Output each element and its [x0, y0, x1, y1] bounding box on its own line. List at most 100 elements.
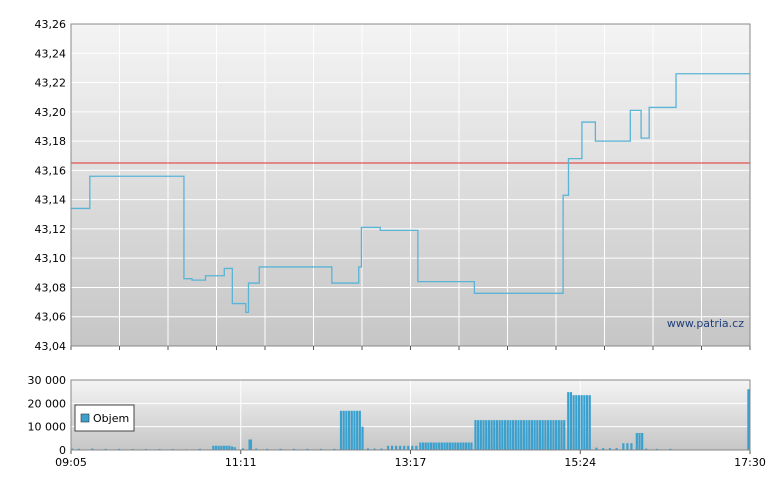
price-y-tick-label: 43,22 — [35, 77, 67, 90]
volume-bar — [528, 420, 531, 450]
volume-bar — [557, 420, 560, 450]
volume-bar — [198, 448, 201, 450]
volume-bar — [669, 448, 672, 450]
volume-bar — [536, 420, 539, 450]
volume-bar — [427, 442, 430, 450]
volume-bar — [104, 448, 107, 450]
volume-y-tick-label: 20 000 — [28, 397, 67, 410]
volume-bar — [353, 410, 356, 450]
volume-bar — [380, 448, 383, 450]
volume-bar — [487, 420, 491, 450]
volume-bar — [509, 420, 512, 450]
volume-bar — [635, 432, 638, 450]
volume-bar — [588, 395, 591, 450]
volume-bar — [490, 420, 493, 450]
volume-bar — [467, 442, 470, 450]
volume-bar — [222, 445, 226, 450]
legend-label: Objem — [93, 412, 129, 425]
volume-bar — [498, 420, 501, 450]
price-x-ticks — [70, 346, 751, 350]
volume-bar — [233, 447, 236, 450]
volume-bar — [214, 445, 218, 450]
volume-bar — [71, 448, 74, 450]
volume-bar — [655, 448, 659, 450]
volume-bar — [585, 395, 589, 450]
x-tick-label: 13:17 — [395, 456, 427, 469]
volume-bar — [577, 395, 581, 450]
volume-bar — [356, 410, 359, 450]
volume-bar — [77, 448, 80, 450]
volume-bar — [454, 442, 457, 450]
price-y-tick-label: 43,20 — [35, 106, 67, 119]
volume-bar — [572, 395, 575, 450]
volume-bar — [645, 448, 648, 450]
volume-bar — [386, 445, 390, 450]
volume-bar — [391, 445, 394, 450]
volume-bar — [533, 420, 536, 450]
price-y-tick-label: 43,08 — [35, 281, 67, 294]
volume-bar — [595, 447, 598, 450]
volume-bar — [443, 442, 446, 450]
volume-bar — [641, 432, 644, 450]
volume-bar — [212, 445, 215, 450]
volume-bar — [580, 395, 583, 450]
volume-bar — [333, 448, 336, 450]
volume-bar — [435, 442, 438, 450]
price-y-tick-label: 43,12 — [35, 223, 67, 236]
volume-bar — [279, 448, 282, 450]
volume-bar — [501, 420, 504, 450]
volume-bar — [622, 443, 625, 450]
volume-bar — [339, 410, 343, 450]
volume-x-ticks: 09:05 11:11 13:17 15:24 17:30 — [55, 450, 766, 469]
volume-bar — [217, 445, 220, 450]
volume-bar — [608, 448, 612, 450]
volume-bar — [403, 445, 406, 450]
volume-bar — [464, 442, 468, 450]
volume-bar — [342, 410, 345, 450]
price-y-tick-label: 43,26 — [35, 18, 67, 31]
volume-bar — [248, 439, 251, 450]
volume-bar — [544, 420, 547, 450]
volume-bar — [395, 445, 398, 450]
volume-bar — [225, 445, 228, 450]
price-y-tick-label: 43,06 — [35, 311, 67, 324]
volume-bar — [477, 420, 480, 450]
volume-bar — [514, 420, 517, 450]
volume-bar — [456, 442, 460, 450]
volume-bar — [459, 442, 462, 450]
volume-bar — [575, 395, 578, 450]
volume-y-ticks: 30 000 20 000 10 000 0 — [28, 374, 67, 457]
price-y-tick-label: 43,18 — [35, 135, 67, 148]
volume-bar — [555, 420, 558, 450]
price-y-tick-label: 43,04 — [35, 340, 67, 353]
volume-bar — [350, 410, 353, 450]
volume-y-tick-label: 0 — [59, 444, 66, 457]
price-y-tick-label: 43,16 — [35, 164, 67, 177]
volume-bar — [520, 420, 523, 450]
volume-bar — [424, 442, 427, 450]
volume-bar — [255, 448, 258, 450]
volume-bar — [345, 410, 348, 450]
volume-bar — [567, 392, 570, 450]
volume-bar — [419, 442, 422, 450]
volume-bar — [525, 420, 528, 450]
volume-bar — [546, 420, 550, 450]
volume-bar — [440, 442, 443, 450]
price-y-tick-label: 43,14 — [35, 194, 67, 207]
volume-bar — [292, 448, 296, 450]
volume-bar — [638, 432, 641, 450]
volume-bar — [451, 442, 454, 450]
volume-bar — [583, 395, 586, 450]
x-tick-label: 11:11 — [225, 456, 257, 469]
volume-y-tick-label: 30 000 — [28, 374, 67, 387]
volume-bar — [626, 443, 629, 450]
volume-bar — [541, 420, 544, 450]
volume-bar — [415, 445, 418, 450]
volume-bar — [479, 420, 482, 450]
volume-bar — [474, 420, 477, 450]
volume-bar — [228, 445, 231, 450]
volume-bar — [231, 446, 234, 450]
volume-bar — [407, 445, 410, 450]
volume-bar — [503, 420, 507, 450]
volume-y-tick-label: 10 000 — [28, 421, 67, 434]
